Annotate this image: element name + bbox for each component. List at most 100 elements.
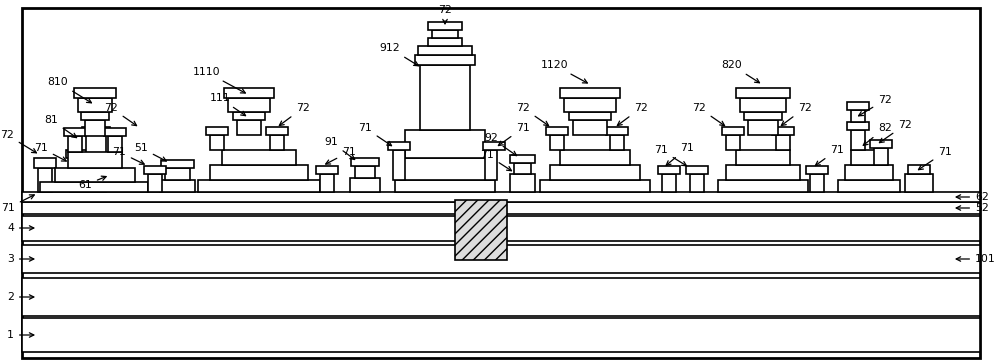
Bar (905, 174, 933, 192)
Bar (851, 150, 887, 165)
Bar (870, 140, 892, 148)
Bar (418, 46, 472, 55)
Bar (569, 112, 611, 120)
Bar (104, 128, 126, 136)
Bar (22, 318, 980, 352)
Bar (455, 200, 507, 260)
Bar (606, 127, 628, 135)
Bar (81, 112, 109, 120)
Bar (546, 127, 568, 135)
Text: 82: 82 (863, 123, 892, 145)
Text: 101: 101 (956, 254, 996, 264)
Bar (776, 135, 790, 150)
Text: 71: 71 (1, 195, 34, 213)
Bar (405, 130, 485, 158)
Text: 71: 71 (666, 143, 694, 165)
Bar (847, 122, 869, 130)
Bar (237, 120, 261, 135)
Text: 71: 71 (480, 150, 511, 171)
Bar (432, 30, 458, 38)
Bar (70, 158, 88, 192)
Bar (40, 182, 148, 192)
Bar (908, 165, 930, 174)
Bar (222, 150, 296, 165)
Bar (68, 152, 122, 168)
Bar (266, 127, 288, 135)
Bar (74, 88, 116, 98)
Bar (55, 168, 135, 182)
Bar (560, 88, 620, 98)
Text: 81: 81 (44, 115, 77, 138)
Bar (573, 120, 607, 135)
Bar (726, 165, 800, 180)
Text: 1: 1 (7, 330, 34, 340)
Bar (415, 55, 475, 65)
Bar (810, 174, 824, 192)
Bar (22, 192, 980, 202)
Text: 111: 111 (209, 93, 246, 116)
Bar (320, 174, 334, 192)
Text: 1120: 1120 (540, 60, 587, 83)
Bar (485, 150, 497, 180)
Bar (845, 165, 893, 180)
Text: 72: 72 (104, 103, 137, 126)
Bar (393, 150, 405, 180)
Bar (395, 180, 495, 192)
Text: 72: 72 (279, 103, 310, 126)
Bar (744, 112, 782, 120)
Bar (736, 150, 790, 165)
Bar (270, 135, 284, 150)
Text: 91: 91 (324, 137, 355, 159)
Bar (38, 168, 52, 192)
Text: 912: 912 (379, 43, 418, 66)
Bar (722, 127, 744, 135)
Bar (851, 110, 865, 122)
Text: 71: 71 (498, 123, 530, 146)
Bar (748, 120, 778, 135)
Text: 71: 71 (918, 147, 952, 170)
Bar (510, 174, 535, 192)
Bar (316, 166, 338, 174)
Text: 71: 71 (815, 145, 844, 166)
Text: 71: 71 (112, 147, 144, 164)
Bar (22, 216, 980, 241)
Bar (662, 174, 676, 192)
Bar (34, 158, 56, 168)
Text: 71: 71 (654, 145, 686, 166)
Bar (560, 150, 630, 165)
Bar (658, 166, 680, 174)
Bar (428, 38, 462, 46)
Bar (206, 127, 228, 135)
Text: 52: 52 (956, 203, 989, 213)
Bar (550, 135, 564, 150)
Text: 4: 4 (7, 223, 34, 233)
Bar (351, 158, 379, 166)
Bar (736, 88, 790, 98)
Bar (718, 180, 808, 192)
Text: 71: 71 (34, 143, 66, 161)
Bar (68, 136, 82, 152)
Bar (22, 245, 980, 273)
Bar (78, 98, 112, 112)
Bar (726, 135, 740, 150)
Text: 72: 72 (781, 103, 812, 126)
Bar (806, 166, 828, 174)
Bar (550, 165, 640, 180)
Bar (22, 202, 980, 214)
Bar (228, 98, 270, 112)
Text: 92: 92 (484, 133, 517, 156)
Bar (400, 158, 490, 180)
Bar (161, 160, 194, 168)
Text: 71: 71 (326, 147, 356, 164)
Bar (233, 112, 265, 120)
Text: 72: 72 (859, 95, 892, 116)
Bar (690, 174, 704, 192)
Text: 2: 2 (7, 292, 34, 302)
Bar (851, 130, 865, 150)
Bar (108, 136, 122, 152)
Bar (740, 98, 786, 112)
Bar (210, 165, 308, 180)
Text: 62: 62 (956, 192, 989, 202)
Text: 72: 72 (438, 5, 452, 24)
Bar (198, 180, 320, 192)
